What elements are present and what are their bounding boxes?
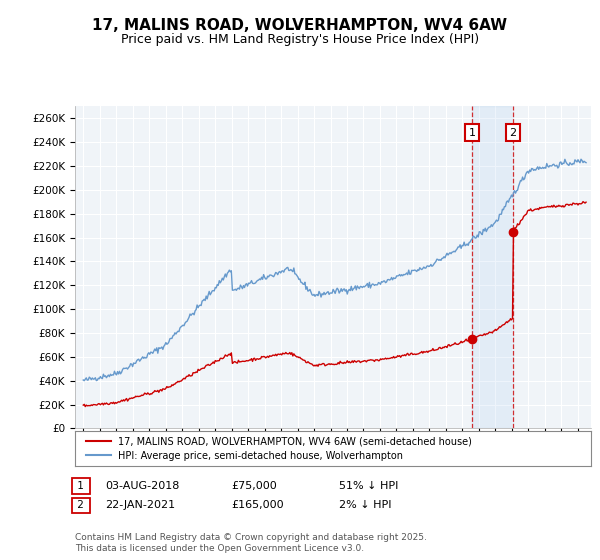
Bar [472,106,512,428]
Text: 2: 2 [509,128,516,138]
Text: 03-AUG-2018: 03-AUG-2018 [105,481,179,491]
Text: 22-JAN-2021: 22-JAN-2021 [105,500,175,510]
Text: £75,000: £75,000 [231,481,277,491]
Text: Price paid vs. HM Land Registry's House Price Index (HPI): Price paid vs. HM Land Registry's House … [121,32,479,46]
Text: 2: 2 [74,500,88,510]
Text: 17, MALINS ROAD, WOLVERHAMPTON, WV4 6AW: 17, MALINS ROAD, WOLVERHAMPTON, WV4 6AW [92,18,508,32]
Text: 1: 1 [469,128,475,138]
Text: £165,000: £165,000 [231,500,284,510]
Legend: 17, MALINS ROAD, WOLVERHAMPTON, WV4 6AW (semi-detached house), HPI: Average pric: 17, MALINS ROAD, WOLVERHAMPTON, WV4 6AW … [82,433,476,464]
Text: 51% ↓ HPI: 51% ↓ HPI [339,481,398,491]
Text: 1: 1 [74,481,88,491]
Text: 2% ↓ HPI: 2% ↓ HPI [339,500,391,510]
Text: Contains HM Land Registry data © Crown copyright and database right 2025.
This d: Contains HM Land Registry data © Crown c… [75,534,427,553]
